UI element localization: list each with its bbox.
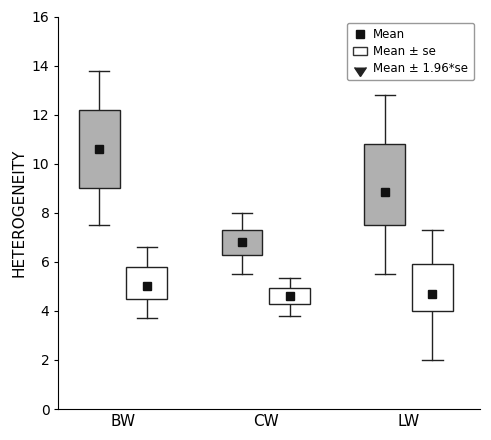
- Bar: [364, 144, 405, 225]
- Bar: [221, 230, 262, 254]
- Bar: [412, 264, 453, 311]
- Bar: [269, 288, 310, 304]
- Bar: [126, 267, 167, 299]
- Bar: [79, 110, 120, 188]
- Legend: Mean, Mean ± se, Mean ± 1.96*se: Mean, Mean ± se, Mean ± 1.96*se: [347, 22, 474, 81]
- Y-axis label: HETEROGENEITY: HETEROGENEITY: [11, 149, 26, 277]
